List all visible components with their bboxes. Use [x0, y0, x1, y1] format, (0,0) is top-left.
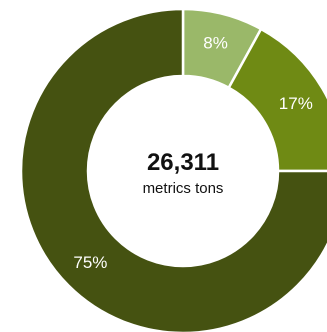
donut-slices: [19, 7, 327, 332]
donut-slice-2: [227, 27, 327, 173]
donut-slice-labels: 8% 17% 75%: [73, 34, 312, 273]
slice-percent-label-3: 75%: [73, 253, 107, 272]
slice-percent-label-1: 8%: [203, 34, 228, 53]
center-unit-label: metrics tons: [143, 180, 224, 197]
slice-percent-label-2: 17%: [279, 94, 313, 113]
donut-slice-3: [19, 7, 327, 332]
center-total-value: 26,311: [147, 149, 219, 176]
